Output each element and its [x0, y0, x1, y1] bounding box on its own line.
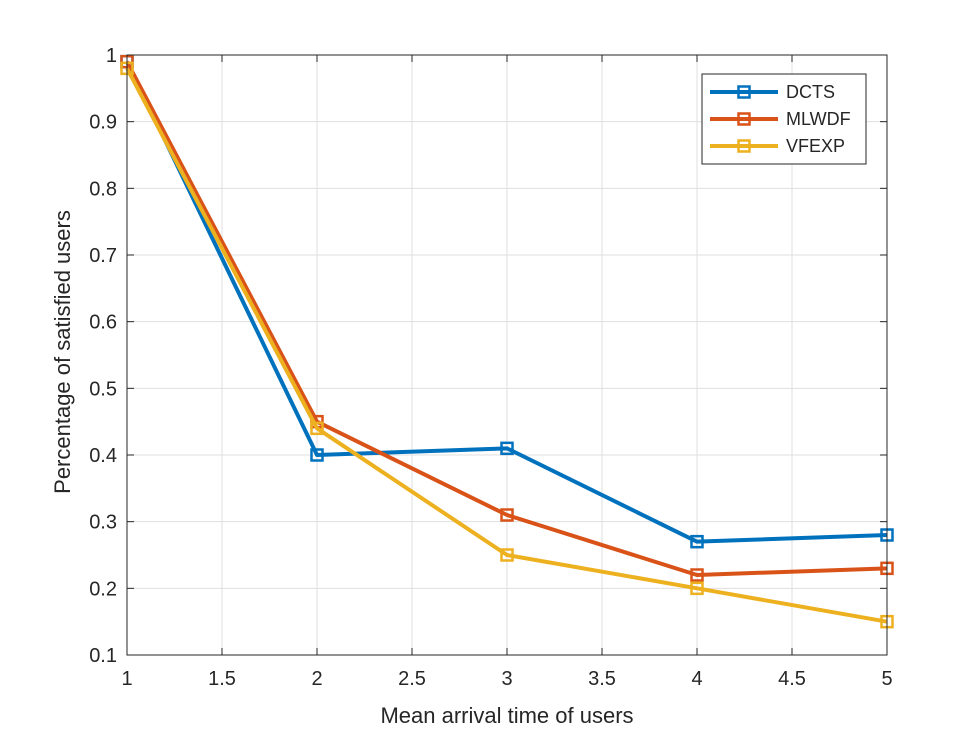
series-line-dcts [125, 60, 888, 544]
y-tick-label: 0.8 [89, 178, 117, 200]
x-tick-label: 2.5 [398, 668, 426, 690]
x-tick-label: 2 [311, 668, 322, 690]
x-tick-label: 3.5 [588, 668, 616, 690]
y-tick-label: 0.2 [89, 578, 117, 600]
legend[interactable]: DCTS MLWDF VFEXP [701, 73, 867, 165]
data-point-dcts [690, 534, 704, 549]
y-tick-label: 0.9 [89, 112, 117, 134]
x-tick-label: 1 [121, 668, 132, 690]
legend-marker-vfexp [737, 139, 751, 153]
x-axis: 1 1.5 2 2.5 3 3.5 4 4.5 5 [121, 55, 893, 690]
legend-label-dcts: DCTS [786, 82, 835, 102]
x-tick-label: 5 [881, 668, 892, 690]
y-axis-title: Percentage of satisfied users [50, 210, 75, 494]
y-tick-label: 0.7 [89, 245, 117, 267]
data-point-mlwdf [500, 508, 514, 522]
legend-item-dcts[interactable]: DCTS [710, 82, 835, 102]
legend-marker-dcts [737, 85, 751, 99]
data-point-dcts [500, 441, 514, 456]
data-point-mlwdf [690, 568, 704, 582]
series-layer [120, 54, 894, 629]
x-tick-label: 4.5 [778, 668, 806, 690]
y-tick-label: 1 [106, 45, 117, 67]
y-tick-label: 0.1 [89, 645, 117, 667]
y-tick-label: 0.5 [89, 378, 117, 400]
series-line-vfexp [125, 67, 888, 624]
legend-marker-mlwdf [737, 112, 751, 126]
data-point-vfexp [500, 548, 514, 562]
x-tick-label: 4 [691, 668, 702, 690]
data-point-vfexp [310, 421, 324, 436]
x-tick-label: 3 [501, 668, 512, 690]
x-tick-label: 1.5 [208, 668, 236, 690]
legend-label-mlwdf: MLWDF [786, 109, 851, 129]
x-axis-title: Mean arrival time of users [380, 703, 633, 728]
legend-item-mlwdf[interactable]: MLWDF [710, 109, 851, 129]
series-line-mlwdf [125, 60, 888, 577]
y-tick-label: 0.6 [89, 312, 117, 334]
legend-label-vfexp: VFEXP [786, 136, 845, 156]
y-tick-label: 0.3 [89, 512, 117, 534]
legend-item-vfexp[interactable]: VFEXP [710, 136, 845, 156]
y-tick-label: 0.4 [89, 445, 117, 467]
data-point-vfexp [690, 581, 704, 596]
y-axis: 0.1 0.2 0.3 0.4 0.5 0.6 0.7 0.8 0.9 1 [89, 45, 887, 667]
data-point-dcts [310, 448, 324, 462]
